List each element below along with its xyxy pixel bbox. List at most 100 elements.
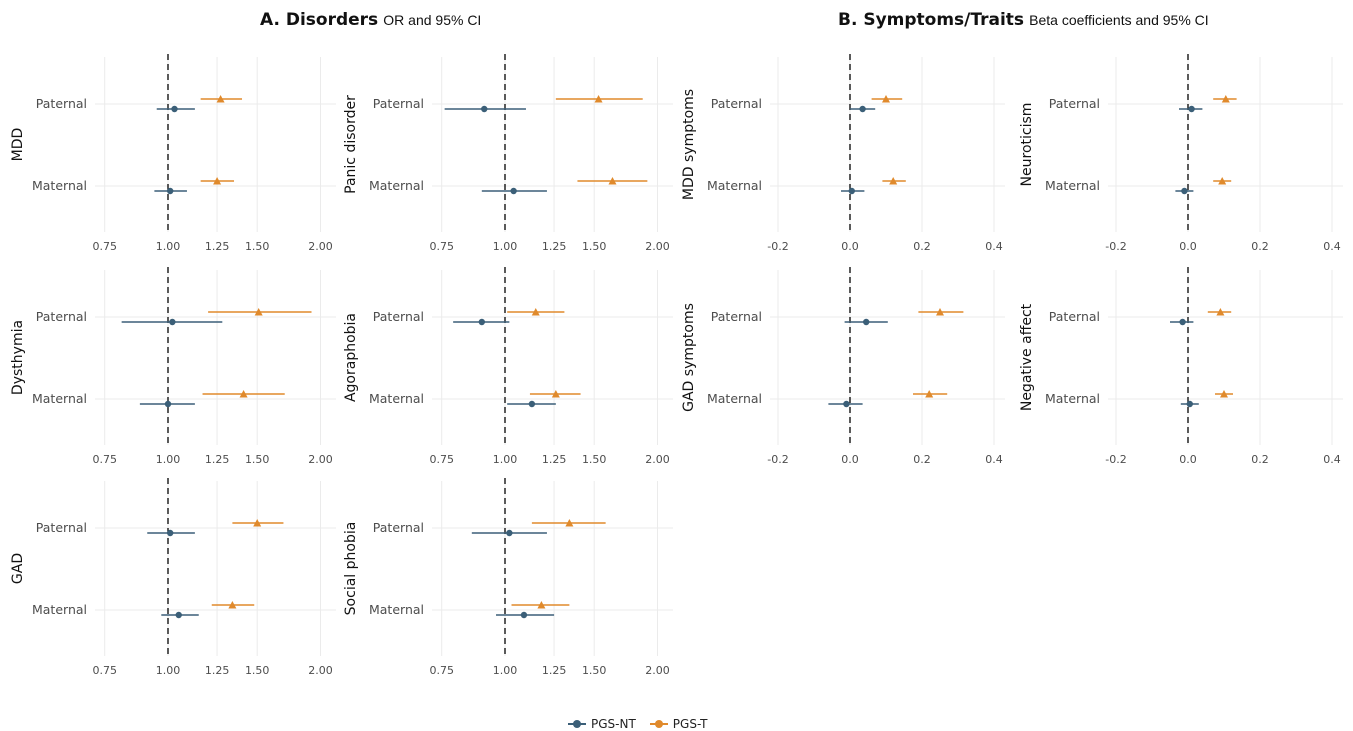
estimate-marker-pgs-t	[594, 95, 603, 103]
y-tick-label-maternal: Maternal	[369, 178, 424, 193]
estimate-marker-pgs-nt	[166, 187, 174, 195]
facet-label: Neuroticism	[1019, 103, 1035, 187]
estimate-marker-pgs-nt	[175, 611, 182, 619]
x-tick-label: 2.00	[308, 664, 333, 677]
y-tick-label-paternal: Paternal	[36, 309, 87, 324]
estimate-marker-pgs-t	[608, 177, 617, 185]
estimate-marker-pgs-nt	[166, 529, 174, 537]
y-tick-label-maternal: Maternal	[369, 391, 424, 406]
estimate-marker-pgs-t	[216, 95, 225, 103]
estimate-marker-pgs-t	[253, 519, 262, 527]
x-tick-label: 1.50	[245, 664, 270, 677]
estimate-marker-pgs-t	[213, 177, 222, 185]
y-tick-label-paternal: Paternal	[36, 520, 87, 535]
x-tick-label: 0.4	[985, 453, 1003, 466]
x-tick-label: 1.50	[582, 240, 607, 253]
x-tick-label: 0.75	[429, 240, 454, 253]
x-tick-label: 2.00	[645, 240, 670, 253]
x-tick-label: 0.0	[841, 453, 859, 466]
x-tick-label: 1.25	[542, 664, 567, 677]
y-tick-label-maternal: Maternal	[32, 178, 87, 193]
x-tick-label: 1.00	[493, 664, 518, 677]
x-tick-label: 0.0	[1179, 453, 1197, 466]
facet-label: Dysthymia	[10, 320, 26, 395]
estimate-marker-pgs-nt	[506, 529, 513, 537]
x-tick-label: 1.00	[493, 240, 518, 253]
x-tick-label: 0.4	[1323, 453, 1341, 466]
x-tick-label: 2.00	[308, 453, 333, 466]
x-tick-label: 1.25	[205, 240, 230, 253]
x-tick-label: 0.75	[429, 453, 454, 466]
legend-label-pgs-t: PGS-T	[672, 717, 708, 731]
x-tick-label: 1.50	[582, 664, 607, 677]
x-tick-label: 1.50	[245, 240, 270, 253]
y-tick-label-paternal: Paternal	[1049, 309, 1100, 324]
x-tick-label: 2.00	[308, 240, 333, 253]
facet-label: Negative affect	[1019, 303, 1035, 411]
facet-label: GAD symptoms	[681, 303, 697, 412]
x-tick-label: 0.0	[841, 240, 859, 253]
estimate-marker-pgs-t	[925, 390, 934, 398]
panel-a-title-sub: OR and 95% CI	[383, 12, 482, 28]
legend-item-pgs-nt: PGS-NT	[568, 717, 636, 731]
estimate-marker-pgs-nt	[169, 318, 176, 326]
x-tick-label: 1.50	[245, 453, 270, 466]
estimate-marker-pgs-t	[254, 308, 263, 316]
y-tick-label-paternal: Paternal	[373, 96, 424, 111]
y-tick-label-maternal: Maternal	[369, 602, 424, 617]
estimate-marker-pgs-nt	[859, 105, 866, 113]
x-tick-label: -0.2	[1105, 453, 1126, 466]
estimate-marker-pgs-t	[936, 308, 944, 316]
legend-key-pgs-t	[649, 719, 668, 729]
x-tick-label: 0.75	[92, 240, 117, 253]
y-tick-label-paternal: Paternal	[711, 96, 762, 111]
x-tick-label: 0.75	[429, 664, 454, 677]
y-tick-label-maternal: Maternal	[32, 391, 87, 406]
facet-dysthymia: 0.75 1.00 1.25 1.50 2.00 Paternal Maternal Dyst…	[10, 267, 336, 466]
x-tick-label: 0.75	[92, 664, 117, 677]
facet-label: MDD symptoms	[681, 89, 697, 200]
facet-agoraphobia: 0.75 1.00 1.25 1.50 2.00 Paternal Maternal Agor…	[343, 267, 673, 466]
x-tick-label: -0.2	[767, 240, 788, 253]
estimate-marker-pgs-nt	[1188, 105, 1195, 113]
y-tick-label-maternal: Maternal	[707, 391, 762, 406]
x-tick-label: 1.25	[205, 664, 230, 677]
estimate-marker-pgs-t	[531, 308, 540, 316]
facet-label: Panic disorder	[343, 95, 359, 194]
x-tick-label: 0.75	[92, 453, 117, 466]
estimate-marker-pgs-nt	[1179, 318, 1186, 326]
x-tick-label: 1.00	[156, 453, 181, 466]
facet-neuroticism: -0.2 0.0 0.2 0.4 Paternal Maternal Neuroticism	[1019, 54, 1343, 253]
facet-label: Social phobia	[343, 522, 359, 616]
x-tick-label: 2.00	[645, 664, 670, 677]
y-tick-label-maternal: Maternal	[1045, 178, 1100, 193]
panel-a-title-bold: A. Disorders	[260, 10, 379, 30]
estimate-marker-pgs-t	[889, 177, 898, 185]
estimate-marker-pgs-t	[228, 601, 237, 609]
x-tick-label: 0.2	[1251, 453, 1269, 466]
estimate-marker-pgs-t	[1218, 177, 1227, 185]
x-tick-label: 2.00	[645, 453, 670, 466]
legend-label-pgs-nt: PGS-NT	[591, 717, 636, 731]
estimate-marker-pgs-t	[551, 390, 560, 398]
facet-mdd: 0.75 1.00 1.25 1.50 2.00 Paternal Maternal MDD	[10, 54, 336, 253]
facet-label: Agoraphobia	[343, 313, 359, 402]
estimate-marker-pgs-nt	[481, 105, 488, 113]
facet-gad-symptoms: -0.2 0.0 0.2 0.4 Paternal Maternal GAD symptom…	[681, 267, 1005, 466]
x-tick-label: 1.50	[582, 453, 607, 466]
x-tick-label: -0.2	[1105, 240, 1126, 253]
estimate-marker-pgs-nt	[171, 105, 178, 113]
y-tick-label-paternal: Paternal	[1049, 96, 1100, 111]
legend-item-pgs-t: PGS-T	[649, 717, 708, 731]
x-tick-label: 1.25	[205, 453, 230, 466]
y-tick-label-paternal: Paternal	[373, 520, 424, 535]
panel-b-title-sub: Beta coefficients and 95% CI	[1029, 12, 1209, 28]
estimate-marker-pgs-t	[1221, 95, 1230, 103]
estimate-marker-pgs-nt	[1186, 400, 1194, 408]
estimate-marker-pgs-nt	[1181, 187, 1188, 195]
x-tick-label: 0.4	[1323, 240, 1341, 253]
facet-gad: 0.75 1.00 1.25 1.50 2.00 Paternal Maternal GAD	[10, 478, 336, 677]
y-tick-label-paternal: Paternal	[711, 309, 762, 324]
x-tick-label: 0.0	[1179, 240, 1197, 253]
